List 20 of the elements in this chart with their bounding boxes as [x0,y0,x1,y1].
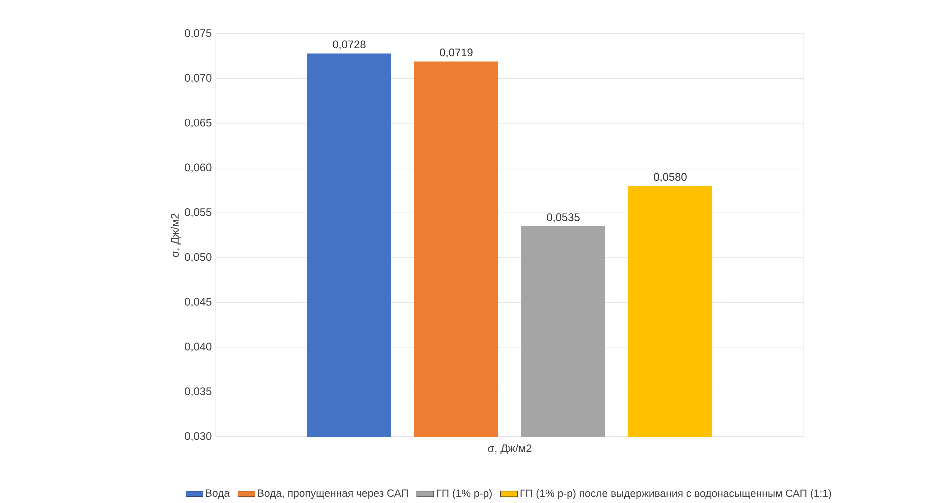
legend-label: Вода [206,490,230,500]
y-tick-label: 0,035 [185,388,212,397]
data-label: 0,0535 [547,214,580,223]
data-label: 0,0719 [440,48,473,58]
y-tick-label: 0,060 [185,164,212,173]
y-tick-label: 0,075 [185,29,212,39]
legend-label: ГП (1% р-р) [437,490,492,500]
legend-label: ГП (1% р-р) после выдерживания с водонасыщенным САП (1:1) [520,490,832,500]
y-axis-title: σ, Дж/м2 [170,214,182,258]
y-tick-label: 0,070 [185,74,212,84]
data-label: 0,0580 [654,173,687,182]
y-tick-label: 0,050 [185,253,212,262]
y-tick-label: 0,055 [185,208,212,218]
y-tick-label: 0,040 [185,342,212,352]
x-axis-title: σ, Дж/м2 [488,444,532,455]
legend-label: Вода, пропущенная через САП [258,490,408,500]
y-tick-label: 0,030 [185,432,212,442]
y-tick-label: 0,045 [185,298,212,308]
y-tick-label: 0,065 [185,119,212,128]
data-label: 0,0728 [333,40,366,50]
